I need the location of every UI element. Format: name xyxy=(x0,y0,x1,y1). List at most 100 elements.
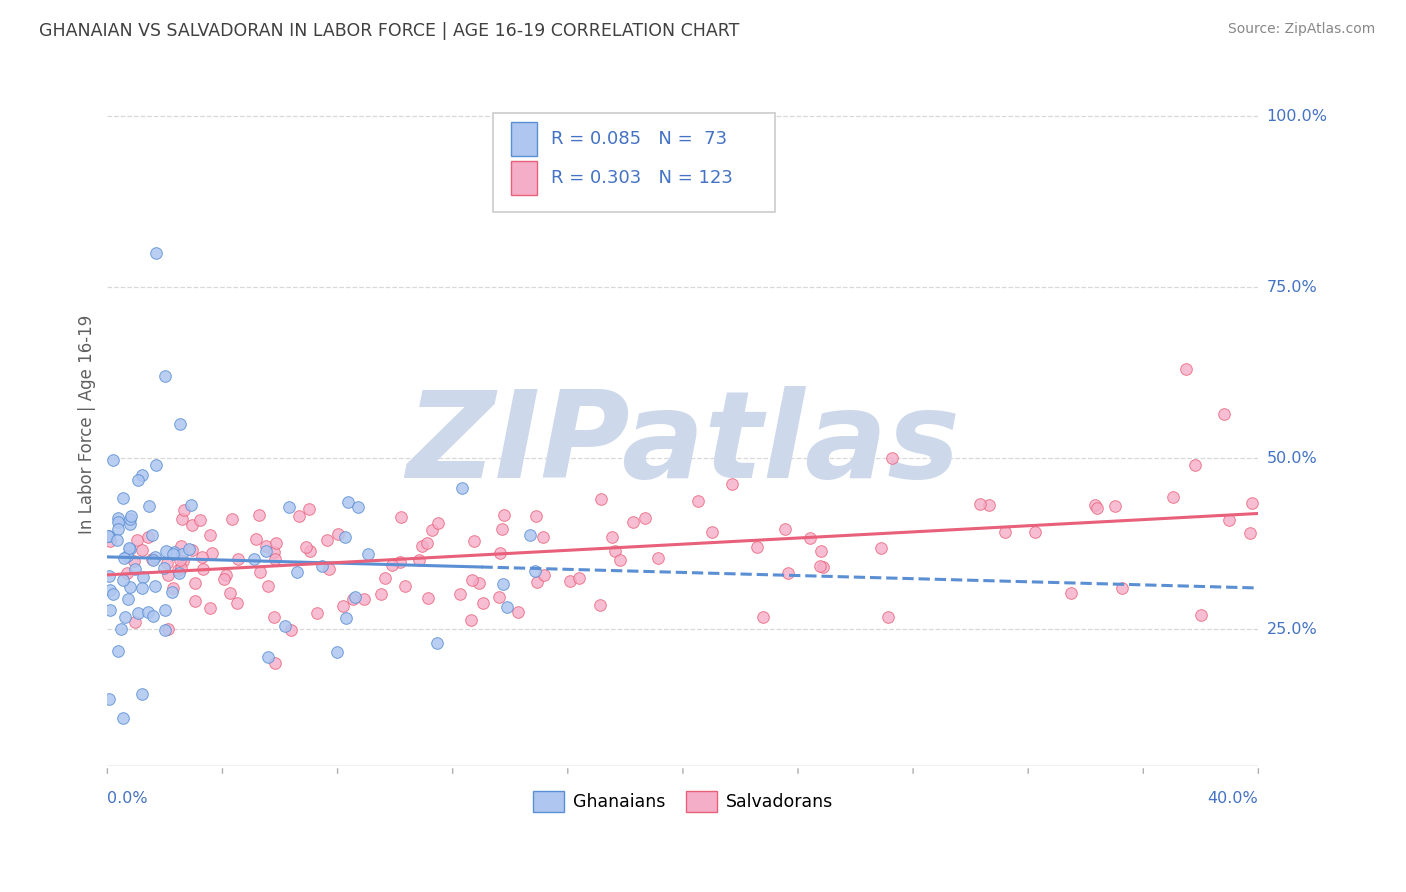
Point xyxy=(221,511,243,525)
Point xyxy=(110,622,132,636)
Point xyxy=(141,552,163,566)
Point xyxy=(426,636,449,650)
Point xyxy=(381,558,404,572)
Point xyxy=(298,544,321,558)
Point xyxy=(589,598,612,612)
Point xyxy=(882,451,904,466)
Point xyxy=(621,515,644,529)
Point xyxy=(374,571,396,585)
Point xyxy=(105,533,128,547)
Point xyxy=(526,575,548,590)
Point xyxy=(411,539,433,553)
Point xyxy=(107,511,129,525)
Point xyxy=(776,566,799,580)
Point xyxy=(118,512,141,526)
Point xyxy=(531,530,554,544)
Point xyxy=(1085,501,1108,516)
Point xyxy=(389,510,412,524)
Point xyxy=(1239,526,1261,541)
Point xyxy=(169,552,191,566)
Point xyxy=(155,544,177,558)
Text: 40.0%: 40.0% xyxy=(1208,791,1258,805)
Point xyxy=(97,528,120,542)
Point xyxy=(256,579,278,593)
Bar xyxy=(512,161,537,194)
Point xyxy=(249,565,271,579)
Point xyxy=(138,499,160,513)
FancyBboxPatch shape xyxy=(494,112,775,212)
Point xyxy=(127,473,149,487)
Point xyxy=(285,565,308,579)
Point xyxy=(117,541,139,556)
Point xyxy=(153,623,176,637)
Point xyxy=(1024,524,1046,539)
Point xyxy=(264,536,287,550)
Point xyxy=(318,562,340,576)
Point xyxy=(257,650,280,665)
Point xyxy=(1240,495,1263,509)
Point xyxy=(869,541,891,556)
Point xyxy=(118,516,141,531)
Point xyxy=(280,623,302,637)
Point xyxy=(98,603,121,617)
Point xyxy=(107,522,129,536)
Point xyxy=(156,567,179,582)
Point xyxy=(166,563,188,577)
Point xyxy=(370,587,392,601)
Point xyxy=(125,533,148,547)
Point xyxy=(215,568,238,582)
Point xyxy=(315,533,337,547)
Point xyxy=(254,539,277,553)
Point xyxy=(1184,458,1206,472)
Point xyxy=(103,453,125,467)
Point xyxy=(460,613,482,627)
Point xyxy=(245,532,267,546)
Point xyxy=(420,523,443,537)
Point xyxy=(98,583,121,598)
Point xyxy=(142,608,165,623)
Point xyxy=(225,596,247,610)
Point xyxy=(609,552,631,566)
Point xyxy=(326,527,349,541)
Point xyxy=(335,530,357,544)
Point xyxy=(344,590,367,604)
Point xyxy=(491,522,513,536)
Point xyxy=(173,503,195,517)
Point xyxy=(172,511,194,525)
Point xyxy=(179,541,201,556)
Point xyxy=(263,545,285,559)
Point xyxy=(326,645,349,659)
Point xyxy=(467,576,489,591)
Point xyxy=(1189,607,1212,622)
Point xyxy=(277,500,299,515)
Point xyxy=(335,610,357,624)
Point xyxy=(600,530,623,544)
Point xyxy=(131,687,153,701)
Point xyxy=(242,552,264,566)
Point xyxy=(567,571,589,585)
Point xyxy=(112,711,135,725)
Point xyxy=(463,533,485,548)
Text: 50.0%: 50.0% xyxy=(1267,450,1317,466)
Point xyxy=(388,555,411,569)
Point xyxy=(107,644,129,658)
Point xyxy=(172,553,194,567)
Point xyxy=(591,491,613,506)
Point xyxy=(117,566,139,580)
Point xyxy=(107,516,129,530)
Point xyxy=(979,498,1001,512)
Point xyxy=(263,552,285,566)
Point xyxy=(170,539,193,553)
Point xyxy=(496,600,519,615)
Point xyxy=(416,535,439,549)
Point xyxy=(101,587,124,601)
Bar xyxy=(512,121,537,156)
Point xyxy=(124,615,146,629)
Point xyxy=(1111,581,1133,595)
Point xyxy=(634,511,657,525)
Point xyxy=(219,586,242,600)
Point xyxy=(752,610,775,624)
Point xyxy=(155,556,177,570)
Point xyxy=(558,574,581,588)
Point xyxy=(191,550,214,565)
